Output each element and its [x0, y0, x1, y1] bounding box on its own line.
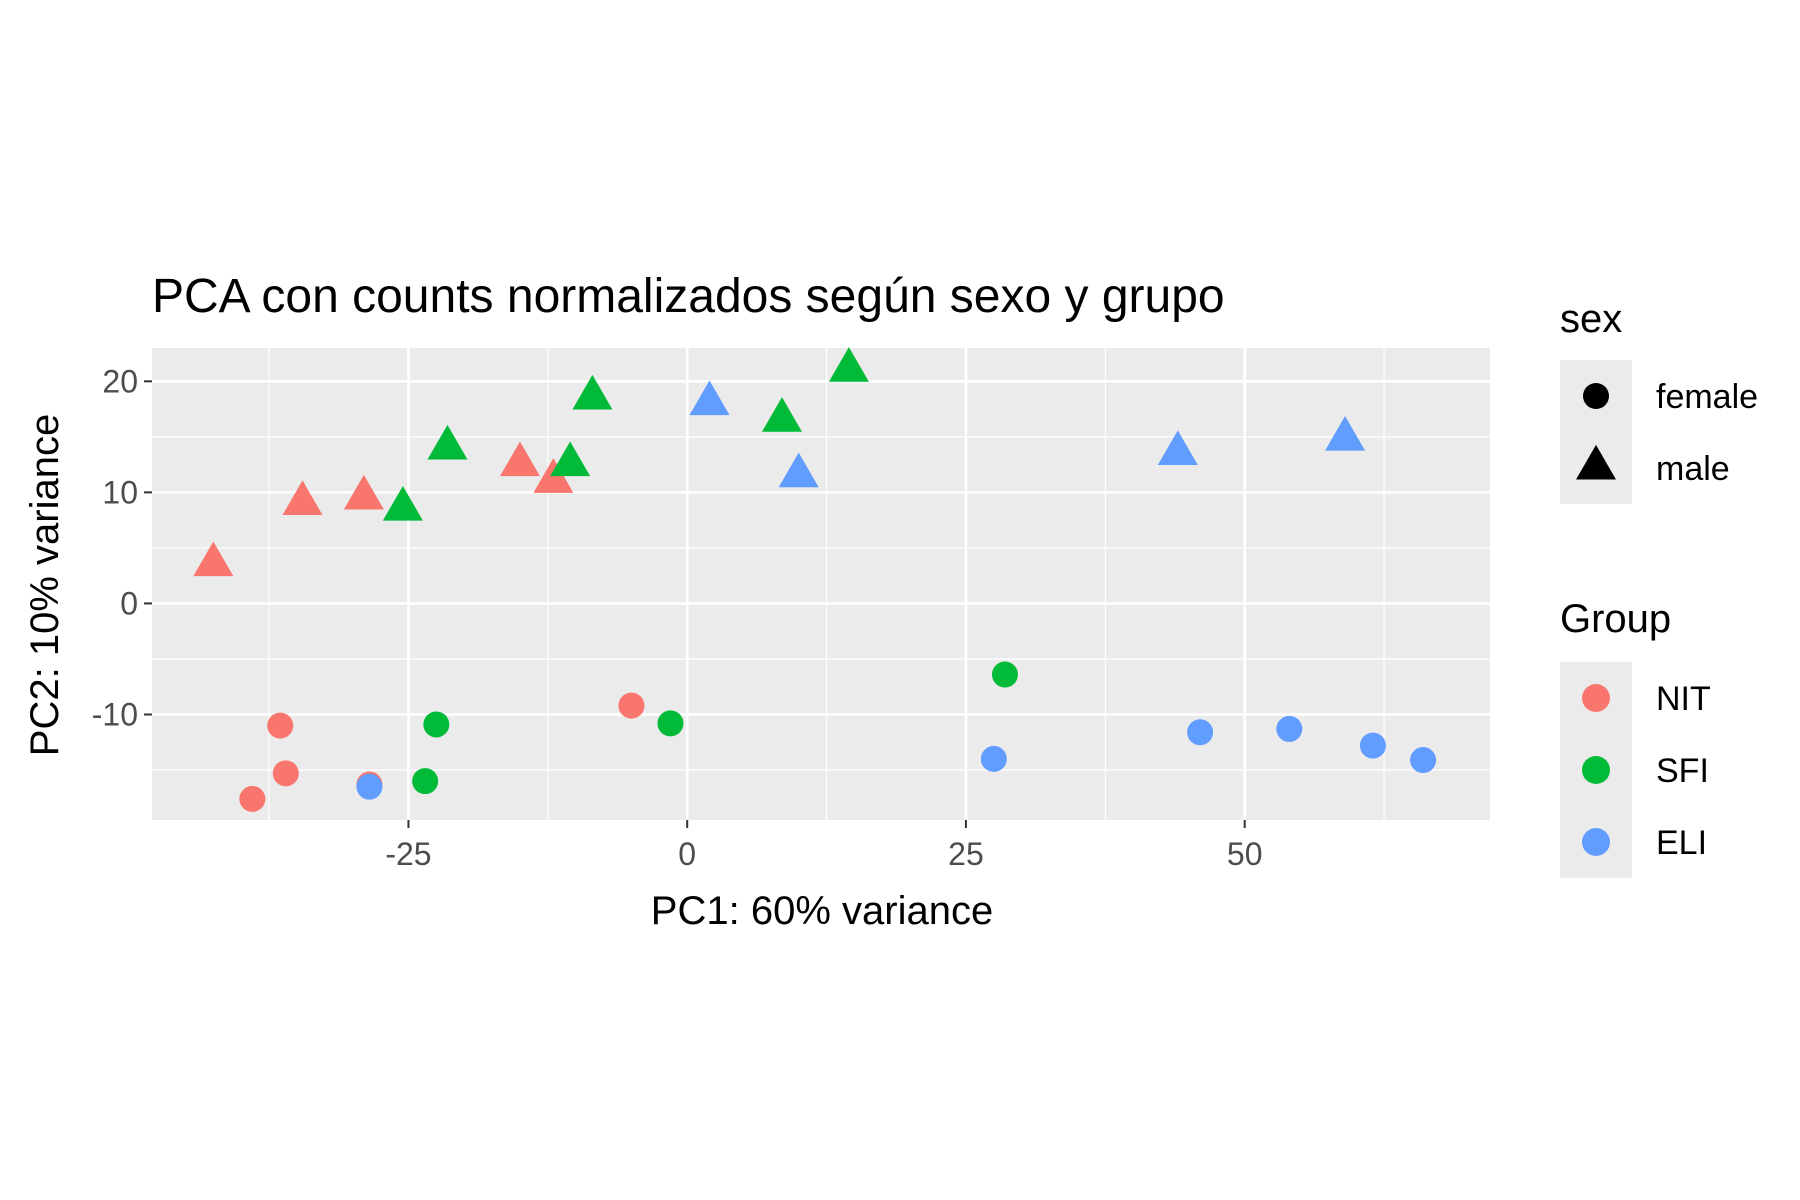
x-axis-title: PC1: 60% variance — [651, 889, 993, 933]
point-sfi-male — [572, 374, 613, 410]
y-tick-label: 10 — [102, 474, 138, 510]
point-sfi-female — [423, 711, 450, 738]
point-eli-male — [778, 452, 819, 488]
legends: sex female male Group NIT SFI ELI — [1560, 297, 1758, 878]
point-sfi-male — [761, 397, 802, 432]
legend-label-male: male — [1656, 450, 1730, 488]
point-sfi-male — [427, 424, 468, 460]
panel-background — [152, 348, 1490, 820]
x-tick-label: 50 — [1227, 836, 1263, 872]
point-eli-female — [1276, 715, 1303, 742]
plot-panel — [152, 348, 1490, 820]
point-eli-male — [1157, 430, 1198, 466]
legend-key-triangle — [1576, 444, 1616, 480]
point-eli-female — [356, 773, 383, 800]
legend-key-nit — [1582, 684, 1610, 712]
point-eli-female — [1359, 732, 1386, 759]
y-axis-title: PC2: 10% variance — [23, 414, 67, 756]
point-sfi-male — [828, 347, 869, 382]
legend-key-eli — [1582, 828, 1610, 856]
point-nit-male — [282, 480, 323, 516]
point-eli-male — [689, 380, 730, 416]
point-sfi-male — [382, 485, 423, 521]
point-sfi-female — [412, 768, 439, 795]
legend-key-sfi — [1582, 756, 1610, 784]
point-nit-male — [499, 441, 540, 477]
point-nit-female — [272, 760, 299, 787]
point-eli-female — [980, 745, 1007, 772]
point-nit-female — [267, 712, 294, 739]
y-tick-label: 0 — [120, 585, 138, 621]
point-nit-male — [343, 474, 384, 510]
legend-group-title: Group — [1560, 597, 1671, 641]
point-nit-female — [239, 785, 266, 812]
point-sfi-female — [991, 661, 1018, 688]
y-tick-label: 20 — [102, 363, 138, 399]
y-tick-label: -10 — [92, 696, 138, 732]
legend-sex-title: sex — [1560, 297, 1622, 341]
point-sfi-male — [550, 441, 591, 477]
point-sfi-female — [657, 710, 684, 737]
legend-key-circle — [1583, 383, 1609, 409]
x-tick-label: -25 — [385, 836, 431, 872]
point-eli-female — [1187, 719, 1214, 746]
legend-label-female: female — [1656, 378, 1758, 416]
data-points — [193, 347, 1437, 812]
x-tick-label: 25 — [948, 836, 984, 872]
chart-title: PCA con counts normalizados según sexo y… — [152, 270, 1225, 323]
point-eli-male — [1325, 415, 1366, 451]
axes: -25 0 25 50 -10 0 10 20 — [92, 363, 1263, 872]
point-nit-female — [618, 692, 645, 719]
point-nit-male — [193, 541, 234, 577]
point-eli-female — [1410, 747, 1437, 774]
legend-label-nit: NIT — [1656, 680, 1711, 718]
x-tick-label: 0 — [678, 836, 696, 872]
legend-label-eli: ELI — [1656, 824, 1707, 862]
legend-label-sfi: SFI — [1656, 752, 1709, 790]
